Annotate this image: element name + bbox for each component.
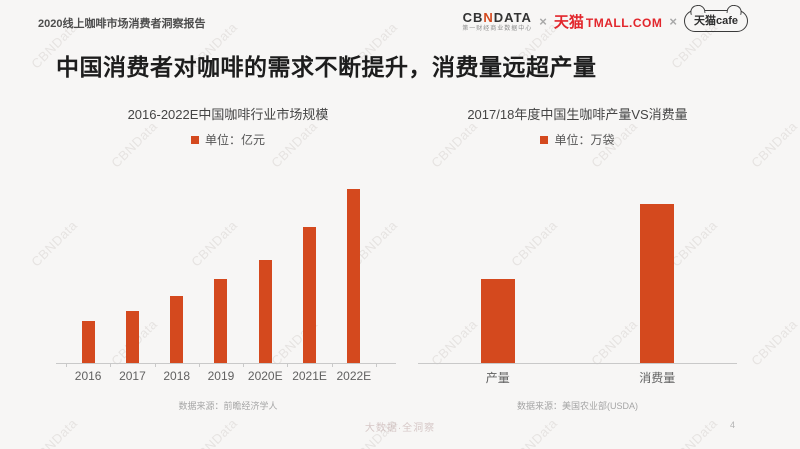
cbndata-wordmark: CBNDATA: [463, 11, 532, 24]
axis-tick: [331, 364, 333, 367]
tmall-logo: 天猫 TMALL.COM: [554, 11, 663, 32]
bar-slot: [418, 204, 578, 363]
bars-row: [66, 189, 376, 363]
logo-row: CBNDATA 第一财经商业数据中心 × 天猫 TMALL.COM × 天猫ca…: [462, 3, 748, 33]
bar-2016: [81, 321, 95, 363]
x-axis-label: 2022E: [336, 369, 372, 383]
axis-tick: [154, 364, 156, 367]
legend-swatch-icon: [540, 135, 549, 144]
x-axis-label: 2020E: [247, 369, 283, 383]
axis-tick: [66, 364, 67, 367]
x-axis-label: 消费量: [639, 371, 676, 385]
x-axis-label: 2018: [163, 369, 191, 383]
bar-2022E: [347, 189, 361, 363]
axis-tick: [198, 364, 200, 367]
axis-tick: [243, 364, 245, 367]
bar-产量: [480, 279, 515, 363]
bar-2019: [214, 279, 228, 363]
cbndata-pre: CB: [462, 9, 484, 25]
cat-ear-left-icon: [689, 3, 706, 16]
right-chart-title: 2017/18年度中国生咖啡产量VS消费量: [467, 107, 688, 122]
x-axis-label: 2021E: [292, 369, 327, 383]
axis-tick: [376, 364, 377, 367]
tmall-cn-text: 天猫: [553, 13, 584, 31]
left-chart-title: 2016-2022E中国咖啡行业市场规模: [127, 107, 329, 122]
cbndata-n: N: [483, 9, 494, 25]
x-axis-label: 2016: [74, 369, 102, 383]
report-header: 2020线上咖啡市场消费者洞察报告: [38, 18, 206, 30]
x-axis-labels: 产量 消费量: [418, 369, 737, 386]
bar-slot: [332, 189, 376, 363]
footer-slogan: 大数据·全洞察: [364, 423, 436, 434]
axis-tick: [287, 364, 289, 367]
legend-label: 单位：万袋: [554, 133, 615, 147]
bars-row: [418, 204, 737, 363]
bar-2021E: [303, 227, 317, 363]
x-axis-line: [56, 363, 396, 364]
left-chart-source: 数据来源：前瞻经济学人: [178, 401, 278, 411]
bar-slot: [110, 189, 154, 363]
x-separator-icon: ×: [669, 13, 677, 29]
tmall-cafe-logo: 天猫cafe: [683, 3, 748, 33]
x-axis-ticks: [56, 363, 396, 367]
right-bar-chart: 产量 消费量: [418, 204, 737, 385]
bar-slot: [578, 204, 738, 363]
bar-2020E: [258, 260, 272, 363]
axis-tick: [110, 364, 112, 367]
legend-swatch-icon: [190, 135, 199, 144]
bar-slot: [243, 189, 287, 363]
left-chart-legend: 单位：亿元: [36, 131, 420, 148]
cbndata-logo: CBNDATA 第一财经商业数据中心: [462, 11, 532, 32]
bar-2018: [170, 296, 184, 363]
right-chart-source: 数据来源：美国农业部(USDA): [517, 401, 638, 411]
x-axis-label: 2019: [207, 369, 235, 383]
tmall-en-text: TMALL.COM: [585, 15, 663, 30]
bar-消费量: [640, 204, 675, 363]
bar-2017: [125, 311, 139, 363]
bar-slot: [66, 189, 110, 363]
bar-slot: [199, 189, 243, 363]
page-number: 4: [730, 420, 736, 430]
page-title: 中国消费者对咖啡的需求不断提升，消费量远超产量: [56, 54, 597, 80]
bar-slot: [155, 189, 199, 363]
cbndata-post: DATA: [493, 9, 532, 25]
bar-slot: [287, 189, 331, 363]
tmall-cafe-text: 天猫cafe: [693, 15, 738, 27]
x-axis-line: [418, 363, 737, 364]
x-separator-icon: ×: [539, 13, 547, 29]
x-axis-label: 产量: [485, 371, 510, 385]
x-axis-labels: 2016 2017 2018 2019 2020E 2021E 2022E: [66, 369, 376, 383]
cbndata-subtitle: 第一财经商业数据中心: [462, 25, 533, 32]
x-axis-label: 2017: [119, 369, 146, 383]
left-bar-chart: 2016 2017 2018 2019 2020E 2021E 2022E: [56, 189, 396, 383]
watermark-text: CBNData: [748, 316, 800, 369]
watermark-text: CBNData: [748, 118, 800, 171]
legend-label: 单位：亿元: [204, 133, 265, 147]
cat-ear-right-icon: [726, 3, 743, 16]
right-chart-legend: 单位：万袋: [420, 131, 735, 148]
